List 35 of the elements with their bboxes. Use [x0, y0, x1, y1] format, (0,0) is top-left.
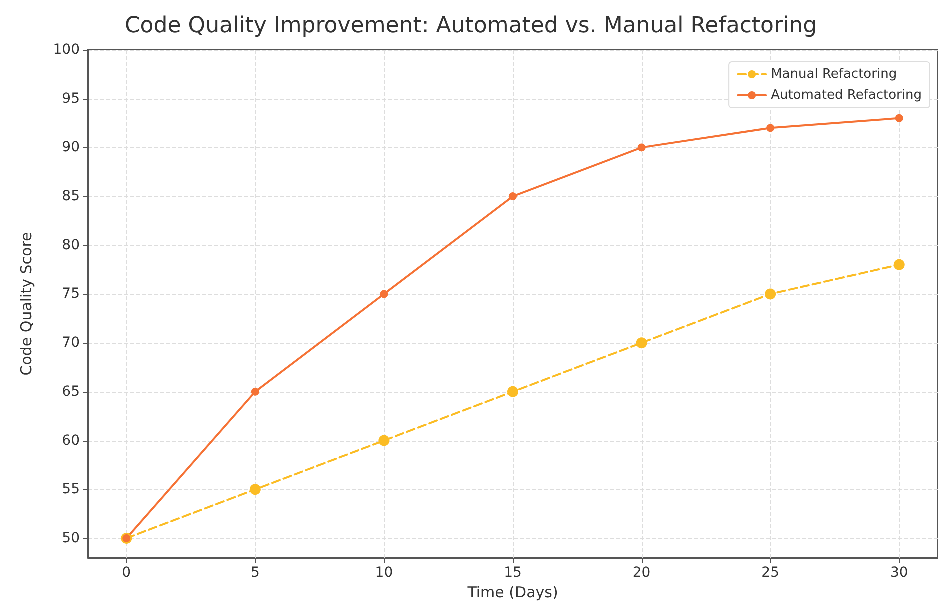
- point: [251, 388, 260, 396]
- point: [636, 338, 648, 349]
- y-tick-label: 95: [62, 90, 80, 107]
- legend-label: Manual Refactoring: [771, 67, 898, 82]
- x-tick-label: 20: [632, 565, 651, 581]
- y-tick-label: 60: [62, 432, 80, 449]
- legend-label: Automated Refactoring: [771, 88, 922, 103]
- y-tick-label: 75: [62, 286, 80, 302]
- x-tick-label: 15: [504, 565, 522, 581]
- point: [508, 386, 518, 398]
- x-tick-label: 25: [762, 565, 780, 581]
- point: [894, 259, 905, 270]
- y-tick-label: 100: [53, 42, 80, 58]
- x-tick-label: 30: [890, 565, 908, 581]
- y-axis-title: Code Quality Score: [18, 232, 36, 376]
- chart-title: Code Quality Improvement: Automated vs. Manual Refactoring: [124, 14, 818, 38]
- x-tick-label: 0: [122, 565, 132, 581]
- point: [509, 192, 517, 201]
- point: [380, 290, 388, 298]
- y-tick-label: 80: [62, 237, 80, 254]
- point: [766, 124, 775, 132]
- y-tick-label: 50: [62, 530, 80, 546]
- y-tick-label: 70: [62, 335, 80, 352]
- point: [765, 288, 776, 300]
- point: [638, 144, 646, 152]
- x-tick-label: 5: [250, 565, 260, 581]
- y-tick-label: 90: [62, 140, 80, 156]
- y-tick-label: 65: [62, 384, 80, 400]
- y-tick-label: 85: [62, 188, 80, 205]
- x-tick-label: 10: [375, 565, 394, 581]
- point: [895, 114, 904, 122]
- point: [378, 435, 390, 446]
- x-axis-title: Time (Days): [466, 583, 558, 602]
- point: [250, 484, 261, 496]
- y-tick-label: 55: [62, 482, 80, 498]
